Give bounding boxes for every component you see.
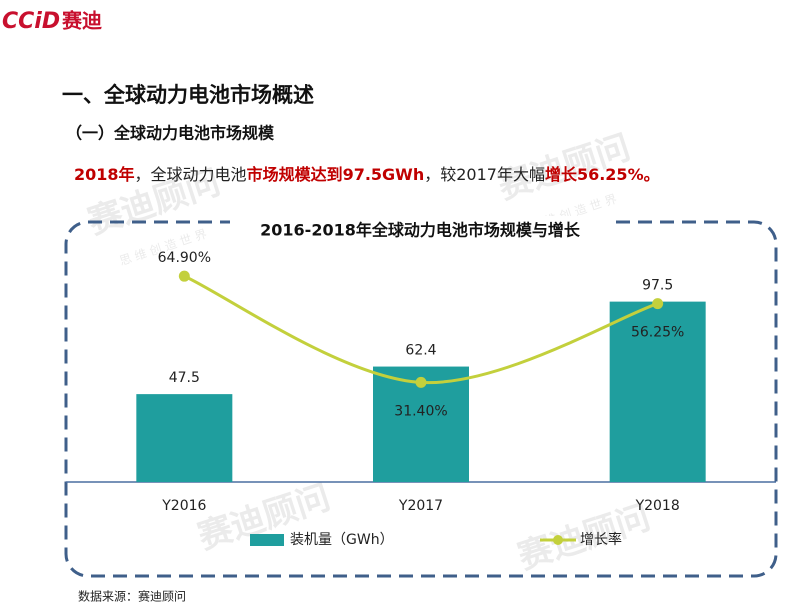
summary-part: 增长56.25%。: [545, 165, 660, 184]
subheading: （一）全球动力电池市场规模: [66, 124, 275, 143]
line-point: [415, 376, 427, 388]
bar-value-label: 97.5: [642, 278, 673, 294]
summary-part: ，较2017年大幅: [424, 165, 545, 184]
logo-text: 赛迪: [61, 9, 102, 33]
summary-part: 市场规模达到97.5GWh: [247, 165, 425, 184]
line-value-label: 31.40%: [394, 403, 447, 419]
x-tick-label: Y2016: [161, 498, 206, 514]
heading: 一、全球动力电池市场概述: [62, 83, 314, 107]
title-backdrop: [230, 216, 610, 246]
line-value-label: 64.90%: [158, 250, 211, 266]
bar-value-label: 47.5: [169, 370, 200, 386]
legend-label: 增长率: [580, 531, 622, 548]
summary-part: ，全球动力电池: [135, 165, 247, 184]
x-tick-label: Y2017: [398, 498, 443, 514]
summary-part: 2018年: [74, 165, 135, 184]
bar-value-label: 62.4: [405, 343, 436, 359]
logo-mark: CCiD: [2, 9, 60, 34]
summary: 2018年，全球动力电池市场规模达到97.5GWh，较2017年大幅增长56.2…: [74, 165, 660, 184]
source: 数据来源：赛迪顾问: [78, 589, 186, 604]
legend-swatch: [250, 534, 284, 546]
line-point: [652, 298, 664, 310]
legend-swatch-dot: [553, 535, 563, 545]
bar: [609, 301, 706, 482]
line-value-label: 56.25%: [631, 325, 684, 341]
x-tick-label: Y2018: [635, 498, 680, 514]
bar: [136, 394, 233, 482]
legend-label: 装机量（GWh）: [290, 532, 394, 548]
line-point: [178, 270, 190, 282]
chart-title: 2016-2018年全球动力电池市场规模与增长: [260, 221, 581, 240]
